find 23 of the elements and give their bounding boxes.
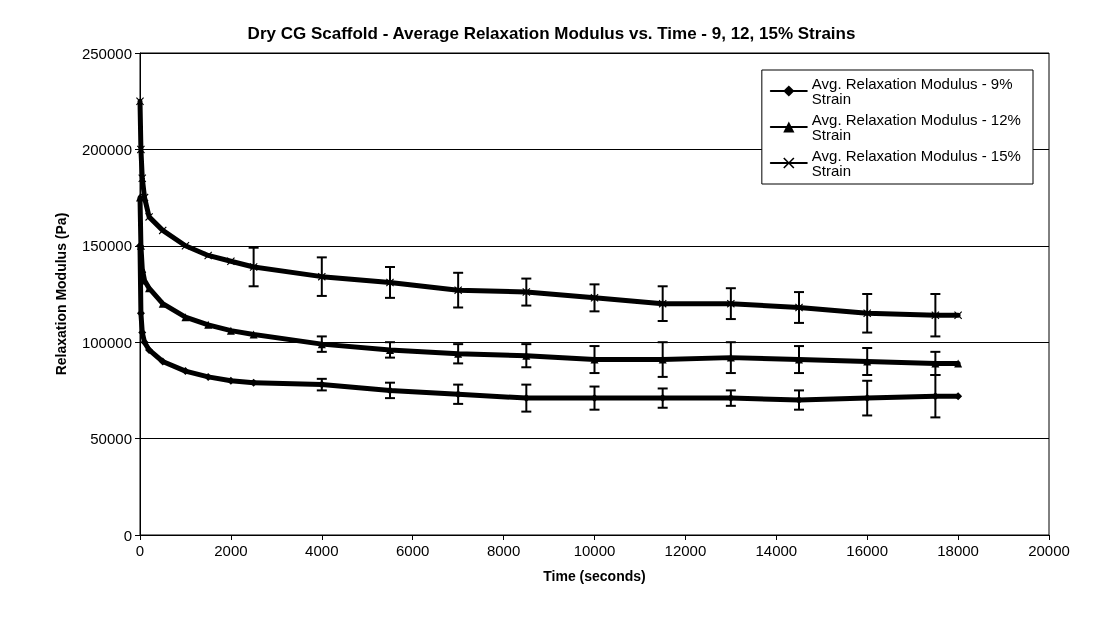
x-tick-label: 14000 [755,542,798,559]
y-tick-label: 50000 [90,430,132,448]
x-tick-label: 8000 [486,542,521,559]
y-tick-label: 250000 [81,44,132,62]
x-axis-title: Time (seconds) [543,568,646,584]
y-tick-label: 200000 [81,140,132,158]
x-tick-label: 4000 [305,542,339,559]
x-tick-label: 10000 [573,542,616,559]
legend-label: Avg. Relaxation Modulus - 12% Strain [811,111,1025,143]
y-tick-label: 100000 [81,333,132,351]
x-tick-label: 0 [135,542,145,559]
x-tick-label: 6000 [396,542,430,559]
chart-title: Dry CG Scaffold - Average Relaxation Modulus vs. Time - 9, 12, 15% Strains [247,24,856,43]
x-tick-label: 2000 [214,542,248,559]
y-tick-label: 150000 [81,237,132,255]
x-tick-label: 18000 [937,542,979,559]
y-tick-label: 0 [123,526,132,544]
x-tick-label: 12000 [664,542,707,559]
y-axis-title: Relaxation Modulus (Pa) [53,212,69,376]
x-tick-label: 16000 [846,542,889,559]
x-tick-label: 20000 [1028,542,1070,559]
legend-label: Avg. Relaxation Modulus - 15% Strain [811,147,1025,179]
legend-label: Avg. Relaxation Modulus - 9% Strain [811,75,1017,107]
